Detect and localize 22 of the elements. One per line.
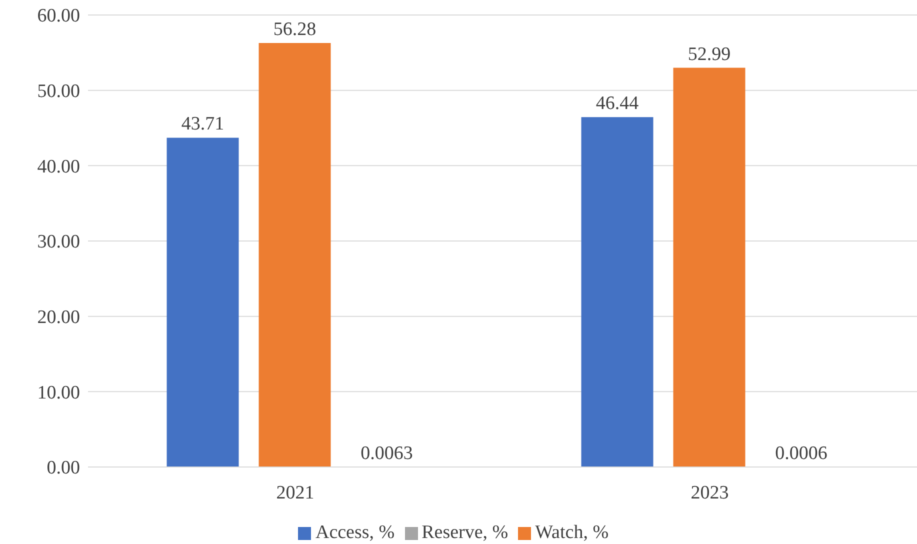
- legend-label: Access, %: [315, 522, 395, 543]
- bar: [166, 138, 239, 467]
- y-tick-label: 30.00: [37, 232, 80, 253]
- data-label: 52.99: [688, 44, 731, 65]
- y-tick-label: 20.00: [37, 307, 80, 328]
- data-label: 0.0006: [775, 442, 828, 464]
- data-label: 0.0063: [360, 442, 413, 464]
- x-tick-label: 2021: [276, 482, 314, 504]
- bar: [258, 43, 331, 467]
- y-tick-label: 10.00: [37, 382, 80, 404]
- legend-label: Watch, %: [535, 522, 609, 543]
- bar: [581, 117, 654, 467]
- x-tick-label: 2023: [690, 482, 729, 504]
- y-tick-label: 0.00: [46, 458, 80, 479]
- data-label: 43.71: [181, 114, 224, 135]
- legend-label: Reserve, %: [422, 522, 508, 543]
- y-tick-label: 50.00: [37, 81, 80, 102]
- y-tick-label: 40.00: [37, 156, 80, 178]
- bar: [673, 68, 746, 467]
- data-label: 46.44: [596, 93, 640, 114]
- y-tick-label: 60.00: [37, 6, 80, 27]
- data-label: 56.28: [273, 19, 316, 40]
